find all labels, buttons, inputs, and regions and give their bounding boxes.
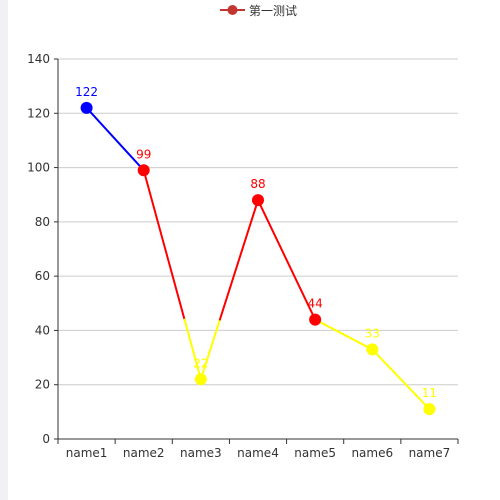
series-line-segment (183, 318, 202, 381)
series-line-segment (218, 199, 259, 321)
data-point (194, 373, 207, 386)
y-tick-label: 40 (35, 323, 50, 337)
series-line-segment (142, 169, 186, 321)
y-tick-label: 100 (27, 161, 50, 175)
y-tick-label: 60 (35, 269, 50, 283)
data-label: 122 (75, 85, 98, 99)
data-point (137, 164, 150, 177)
data-point (309, 313, 322, 326)
series-line-segment (199, 318, 221, 381)
data-label: 11 (422, 386, 437, 400)
x-tick-label: name6 (351, 446, 393, 460)
data-point (80, 101, 93, 114)
data-label: 22 (193, 356, 208, 370)
data-label: 99 (136, 147, 151, 161)
series-line-segment (371, 348, 431, 411)
series-line-segment (257, 199, 317, 321)
series-line-segment (85, 106, 143, 169)
legend-symbol-icon (219, 5, 245, 15)
data-label: 44 (308, 297, 323, 311)
y-tick-label: 80 (35, 215, 50, 229)
y-tick-label: 140 (27, 52, 50, 66)
data-point (423, 403, 436, 416)
y-tick-label: 0 (42, 432, 50, 446)
data-point (252, 194, 264, 207)
x-tick-label: name5 (294, 446, 336, 460)
legend: 第一测试 (0, 0, 500, 20)
legend-item[interactable]: 第一测试 (219, 2, 297, 19)
page-left-strip (0, 0, 8, 500)
data-label: 33 (365, 326, 380, 340)
x-tick-label: name7 (409, 446, 451, 460)
y-tick-label: 120 (27, 106, 50, 120)
x-tick-label: name3 (180, 446, 222, 460)
series-line-segment (314, 318, 374, 351)
x-tick-label: name2 (123, 446, 165, 460)
legend-label: 第一测试 (248, 3, 297, 18)
x-tick-label: name4 (237, 446, 279, 460)
y-tick-label: 20 (35, 378, 50, 392)
data-point (366, 343, 379, 356)
x-tick-label: name1 (66, 446, 108, 460)
data-label: 88 (250, 177, 265, 191)
